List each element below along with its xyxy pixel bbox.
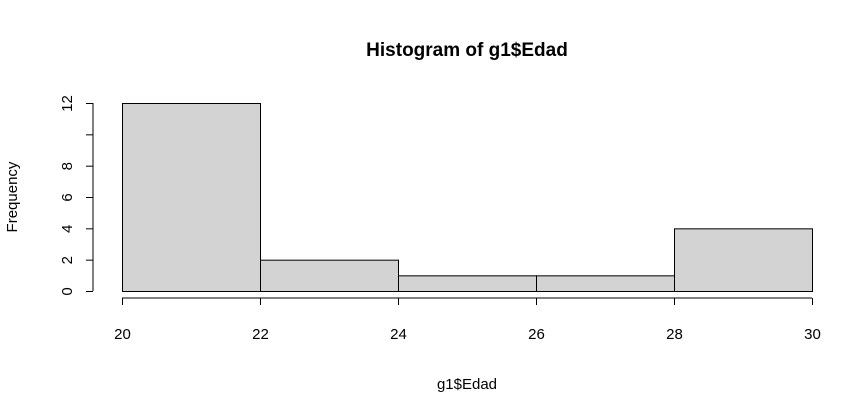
histogram-bar: [536, 275, 675, 293]
bars-group: [122, 103, 813, 293]
y-axis: 0 2 4 6 8 12: [59, 95, 94, 296]
y-tick-label: 0: [59, 287, 76, 295]
x-tick-label: 20: [114, 326, 131, 343]
y-tick-label: 8: [59, 162, 76, 170]
x-tick-label: 24: [390, 326, 407, 343]
x-tick-label: 22: [252, 326, 269, 343]
x-axis: 20 22 24 26 28 30: [114, 297, 821, 343]
y-tick-label: 2: [59, 256, 76, 264]
y-tick-label: 12: [59, 95, 76, 112]
x-axis-label: g1$Edad: [437, 376, 497, 393]
y-axis-label: Frequency: [4, 161, 21, 232]
histogram-bar: [674, 228, 813, 292]
histogram-bar: [122, 103, 261, 292]
x-tick-label: 26: [528, 326, 545, 343]
y-tick-label: 6: [59, 193, 76, 201]
x-tick-label: 30: [804, 326, 821, 343]
histogram-bar: [398, 275, 537, 293]
histogram-bar: [260, 259, 399, 292]
chart-title: Histogram of g1$Edad: [366, 40, 568, 61]
x-tick-label: 28: [666, 326, 683, 343]
y-tick-label: 4: [59, 225, 76, 233]
